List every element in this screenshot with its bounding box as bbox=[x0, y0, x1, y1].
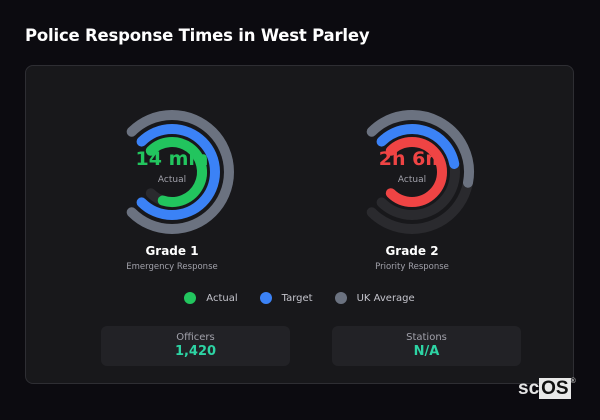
page-title: Police Response Times in West Parley bbox=[25, 26, 370, 45]
gauge-grade-1: 14 min Actual Grade 1 Emergency Response bbox=[92, 66, 292, 286]
gauge-value: 2h 6m bbox=[378, 148, 446, 170]
uk-average-arc bbox=[366, 110, 474, 188]
legend-label: UK Average bbox=[356, 292, 415, 304]
legend-item-target: Target bbox=[259, 292, 313, 304]
stat-label: Officers bbox=[176, 332, 215, 343]
legend-label: Target bbox=[281, 292, 313, 304]
stat-value: N/A bbox=[413, 344, 440, 359]
gauge-grade-2: 2h 6m Actual Grade 2 Priority Response bbox=[332, 66, 532, 286]
uk-average-arc bbox=[126, 110, 234, 234]
legend-label: Actual bbox=[206, 292, 238, 304]
gauge-value-label: Actual bbox=[397, 175, 427, 185]
gauge-rings bbox=[366, 110, 474, 234]
legend: Actual Target UK Average bbox=[26, 292, 573, 304]
gauge-name: Grade 2 bbox=[385, 244, 439, 258]
gauge-name: Grade 1 bbox=[145, 244, 199, 258]
gauge-value-label: Actual bbox=[157, 175, 187, 185]
gauge-value: 14 min bbox=[135, 148, 209, 170]
gauge-rings bbox=[126, 110, 234, 234]
scos-logo: sc OS ® bbox=[518, 378, 576, 399]
gauge-subtitle: Emergency Response bbox=[126, 262, 218, 272]
legend-item-actual: Actual bbox=[184, 292, 238, 304]
actual-arc bbox=[145, 137, 207, 207]
gauge-subtitle: Priority Response bbox=[375, 262, 449, 272]
actual-arc bbox=[385, 137, 447, 207]
target-arc bbox=[376, 124, 460, 169]
target-arc bbox=[136, 124, 220, 220]
legend-item-uk-average: UK Average bbox=[334, 292, 415, 304]
stat-stations: Stations N/A bbox=[332, 326, 521, 366]
stat-label: Stations bbox=[406, 332, 447, 343]
response-times-card: 14 min Actual Grade 1 Emergency Response… bbox=[25, 65, 574, 384]
legend-dot-icon bbox=[334, 292, 347, 304]
stat-officers: Officers 1,420 bbox=[101, 326, 290, 366]
legend-dot-icon bbox=[184, 292, 197, 304]
legend-dot-icon bbox=[259, 292, 272, 304]
stat-value: 1,420 bbox=[174, 344, 217, 359]
